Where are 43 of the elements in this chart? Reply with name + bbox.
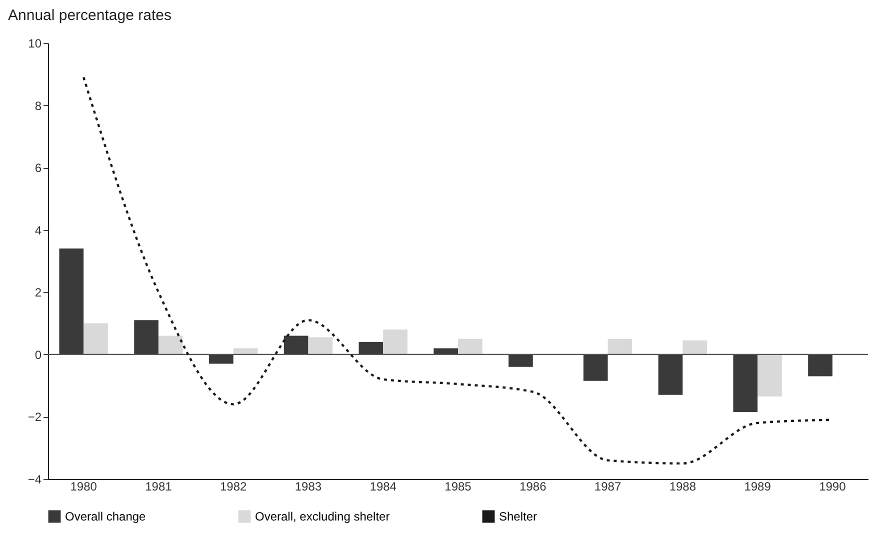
bar	[808, 354, 832, 376]
bar	[233, 348, 258, 354]
x-tick-label: 1982	[220, 480, 248, 494]
bar	[583, 354, 608, 381]
bar	[383, 330, 408, 354]
bar	[84, 323, 108, 354]
x-tick-label: 1981	[145, 480, 172, 494]
bar	[658, 354, 683, 395]
chart-title: Annual percentage rates	[8, 7, 172, 24]
bar	[733, 354, 758, 412]
x-tick-label: 1986	[520, 480, 547, 494]
y-tick-label: 8	[34, 98, 42, 113]
legend-label: Shelter	[499, 510, 538, 524]
y-tick-label: 10	[28, 36, 42, 50]
bar	[59, 248, 84, 354]
bar	[134, 320, 158, 354]
y-tick-label: 6	[34, 161, 42, 176]
y-tick-label: −2	[28, 410, 42, 424]
x-tick-label: 1988	[669, 480, 696, 494]
bar	[758, 354, 782, 396]
bar	[682, 340, 707, 354]
x-tick-label: 1987	[594, 480, 622, 494]
x-tick-label: 1985	[444, 480, 472, 494]
bar	[458, 338, 482, 354]
bar	[209, 354, 234, 364]
bar	[284, 336, 308, 354]
bar	[158, 336, 183, 354]
x-tick-label: 1989	[744, 480, 772, 494]
y-tick-label: −4	[28, 472, 42, 486]
x-tick-label: 1980	[70, 480, 98, 494]
legend-label: Overall, excluding shelter	[255, 510, 390, 524]
bar	[358, 342, 384, 354]
bar	[608, 338, 632, 354]
legend-label: Overall change	[65, 510, 146, 524]
bar	[308, 337, 333, 354]
y-tick-label: 0	[34, 348, 42, 362]
y-tick-label: 4	[34, 223, 42, 238]
bar	[508, 354, 533, 367]
x-tick-label: 1983	[294, 480, 322, 494]
y-tick-label: 2	[34, 286, 42, 300]
bar	[434, 348, 458, 354]
x-tick-label: 1984	[370, 480, 397, 494]
x-tick-label: 1990	[819, 480, 846, 494]
